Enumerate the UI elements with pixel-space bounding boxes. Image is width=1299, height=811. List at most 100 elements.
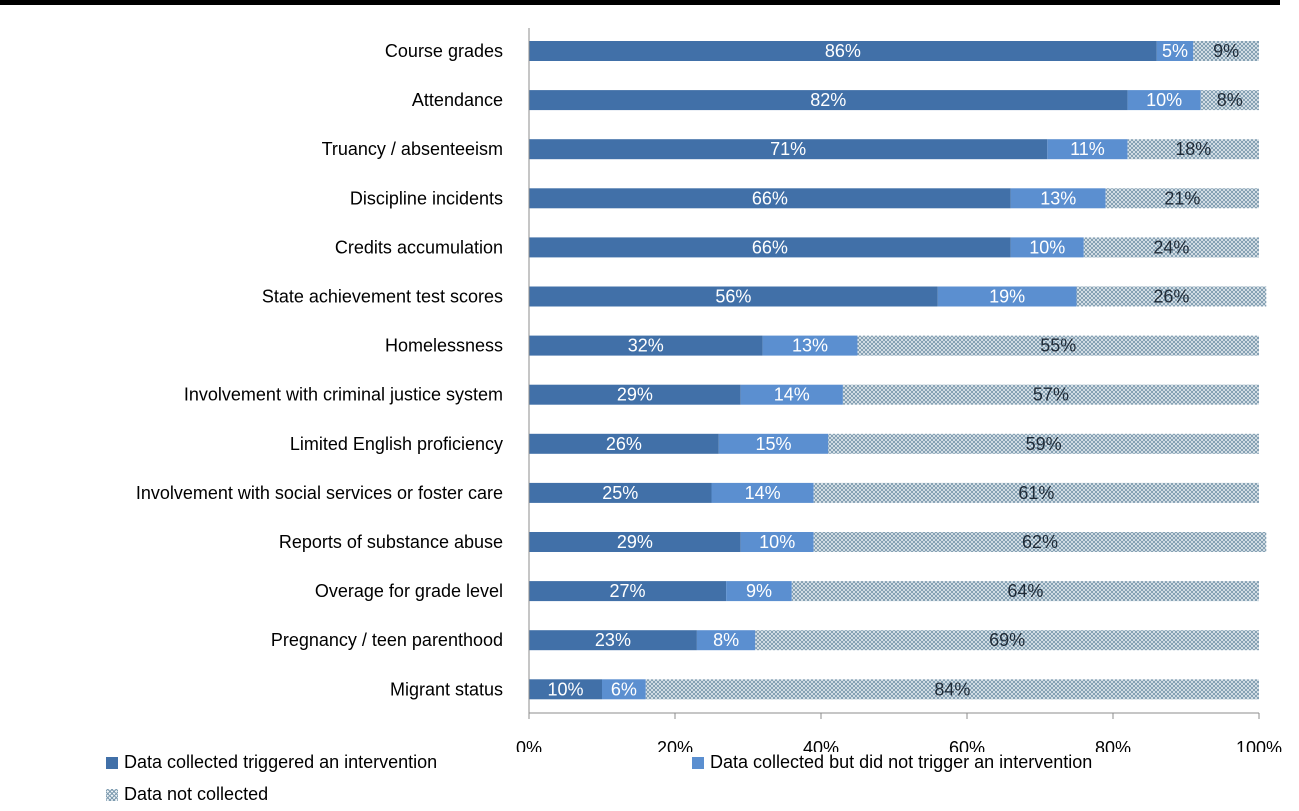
- bar-not-triggered-involvement-with-social-services-or-foster-care: [711, 482, 814, 503]
- bar-not-collected-credits-accumulation: [1083, 237, 1259, 258]
- data-label-triggered-credits-accumulation: 66%: [752, 237, 788, 257]
- data-label-not-collected-truancy-absenteeism: 18%: [1175, 139, 1211, 159]
- bar-triggered-homelessness: [529, 335, 763, 356]
- data-label-not-collected-migrant-status: 84%: [934, 679, 970, 699]
- bar-triggered-overage-for-grade-level: [529, 581, 727, 602]
- bar-triggered-pregnancy-teen-parenthood: [529, 630, 697, 651]
- bar-not-collected-overage-for-grade-level: [791, 581, 1259, 602]
- bar-triggered-attendance: [529, 90, 1128, 111]
- data-label-not-collected-reports-of-substance-abuse: 62%: [1022, 532, 1058, 552]
- data-label-not-collected-discipline-incidents: 21%: [1164, 188, 1200, 208]
- category-label-migrant-status: Migrant status: [390, 679, 503, 699]
- category-label-state-achievement-test-scores: State achievement test scores: [262, 287, 503, 307]
- bar-not-triggered-involvement-with-criminal-justice-system: [740, 384, 843, 405]
- axis-group: 0% 20% 40% 60% 80% 100%: [516, 28, 1282, 752]
- data-label-triggered-homelessness: 32%: [628, 336, 664, 356]
- data-label-not-collected-homelessness: 55%: [1040, 336, 1076, 356]
- bar-not-triggered-attendance: [1127, 90, 1201, 111]
- bar-not-collected-homelessness: [857, 335, 1259, 356]
- category-label-involvement-with-social-services-or-foster-care: Involvement with social services or fost…: [136, 483, 503, 503]
- bar-not-triggered-limited-english-proficiency: [718, 433, 829, 454]
- data-label-not-collected-attendance: 8%: [1217, 90, 1243, 110]
- x-tick-label-3: 60%: [949, 738, 985, 752]
- bar-triggered-limited-english-proficiency: [529, 433, 719, 454]
- data-label-triggered-involvement-with-social-services-or-foster-care: 25%: [602, 483, 638, 503]
- category-label-overage-for-grade-level: Overage for grade level: [315, 581, 503, 601]
- bar-triggered-discipline-incidents: [529, 188, 1011, 209]
- bar-triggered-course-grades: [529, 41, 1157, 61]
- bar-not-collected-discipline-incidents: [1105, 188, 1259, 209]
- x-tick-label-5: 100%: [1236, 738, 1282, 752]
- data-label-triggered-attendance: 82%: [810, 90, 846, 110]
- legend-item-not-collected: Data not collected: [106, 784, 268, 805]
- category-label-discipline-incidents: Discipline incidents: [350, 188, 503, 208]
- bar-triggered-truancy-absenteeism: [529, 139, 1048, 160]
- category-label-credits-accumulation: Credits accumulation: [335, 237, 503, 257]
- legend-item-not-triggered: Data collected but did not trigger an in…: [692, 752, 1092, 773]
- bar-not-triggered-discipline-incidents: [1010, 188, 1106, 209]
- category-label-involvement-with-criminal-justice-system: Involvement with criminal justice system: [184, 385, 503, 405]
- legend-item-triggered: Data collected triggered an intervention: [106, 752, 437, 773]
- data-label-triggered-migrant-status: 10%: [547, 679, 583, 699]
- data-label-not-collected-involvement-with-social-services-or-foster-care: 61%: [1018, 483, 1054, 503]
- data-label-not-collected-limited-english-proficiency: 59%: [1026, 434, 1062, 454]
- data-label-not-triggered-credits-accumulation: 10%: [1029, 237, 1065, 257]
- bar-not-triggered-pregnancy-teen-parenthood: [696, 630, 756, 651]
- bar-not-collected-reports-of-substance-abuse: [813, 532, 1267, 552]
- data-label-not-triggered-discipline-incidents: 13%: [1040, 188, 1076, 208]
- data-label-triggered-reports-of-substance-abuse: 29%: [617, 532, 653, 552]
- data-label-not-collected-state-achievement-test-scores: 26%: [1153, 287, 1189, 307]
- bar-not-collected-limited-english-proficiency: [828, 433, 1259, 454]
- legend-label-not-collected: Data not collected: [124, 784, 269, 804]
- data-label-not-triggered-truancy-absenteeism: 11%: [1070, 139, 1105, 159]
- data-label-not-triggered-involvement-with-criminal-justice-system: 14%: [774, 385, 810, 405]
- x-tick-label-2: 40%: [803, 738, 839, 752]
- data-label-not-triggered-overage-for-grade-level: 9%: [746, 581, 772, 601]
- bar-not-collected-involvement-with-criminal-justice-system: [842, 384, 1259, 405]
- bar-not-collected-state-achievement-test-scores: [1076, 286, 1267, 307]
- bar-not-collected-migrant-status: [645, 679, 1259, 700]
- data-label-triggered-limited-english-proficiency: 26%: [606, 434, 642, 454]
- bar-not-collected-pregnancy-teen-parenthood: [755, 630, 1259, 651]
- data-label-triggered-involvement-with-criminal-justice-system: 29%: [617, 385, 653, 405]
- bar-triggered-state-achievement-test-scores: [529, 286, 938, 307]
- data-label-not-collected-overage-for-grade-level: 64%: [1007, 581, 1043, 601]
- category-label-reports-of-substance-abuse: Reports of substance abuse: [279, 532, 503, 552]
- legend-label-triggered: Data collected triggered an intervention: [124, 752, 438, 772]
- data-label-triggered-overage-for-grade-level: 27%: [610, 581, 646, 601]
- category-label-limited-english-proficiency: Limited English proficiency: [290, 434, 503, 454]
- data-label-not-collected-involvement-with-criminal-justice-system: 57%: [1033, 385, 1069, 405]
- legend-swatch-not-collected: [106, 788, 118, 801]
- bars-group: Course grades 86% 5% 9% Attendance 82% 10% 8% Tr…: [136, 41, 1267, 700]
- bar-not-triggered-reports-of-substance-abuse: [740, 532, 814, 552]
- bar-not-collected-attendance: [1200, 90, 1259, 111]
- data-label-not-triggered-state-achievement-test-scores: 19%: [989, 287, 1025, 307]
- data-label-not-collected-pregnancy-teen-parenthood: 69%: [989, 630, 1025, 650]
- x-tick-label-0: 0%: [516, 738, 542, 752]
- data-label-triggered-truancy-absenteeism: 71%: [770, 139, 806, 159]
- category-label-pregnancy-teen-parenthood: Pregnancy / teen parenthood: [271, 630, 503, 650]
- data-label-not-collected-course-grades: 9%: [1213, 41, 1239, 61]
- data-label-triggered-state-achievement-test-scores: 56%: [715, 287, 751, 307]
- data-label-not-triggered-limited-english-proficiency: 15%: [756, 434, 792, 454]
- data-label-not-triggered-homelessness: 13%: [792, 336, 828, 356]
- category-label-truancy-absenteeism: Truancy / absenteeism: [322, 139, 503, 159]
- data-label-not-triggered-involvement-with-social-services-or-foster-care: 14%: [745, 483, 781, 503]
- stacked-bar-chart: Course grades 86% 5% 9% Attendance 82% 10% 8% Tr…: [136, 28, 1282, 752]
- x-tick-label-4: 80%: [1095, 738, 1131, 752]
- top-border-line: [0, 0, 1280, 5]
- data-label-not-triggered-migrant-status: 6%: [611, 679, 637, 699]
- category-label-attendance: Attendance: [412, 90, 503, 110]
- bar-triggered-credits-accumulation: [529, 237, 1011, 258]
- legend-swatch-triggered: [106, 756, 118, 769]
- category-label-course-grades: Course grades: [385, 41, 503, 61]
- bar-not-triggered-course-grades: [1156, 41, 1194, 61]
- data-label-not-triggered-course-grades: 5%: [1162, 41, 1188, 61]
- data-label-triggered-discipline-incidents: 66%: [752, 188, 788, 208]
- bar-not-collected-truancy-absenteeism: [1127, 139, 1259, 160]
- bar-triggered-involvement-with-social-services-or-foster-care: [529, 482, 712, 503]
- data-label-triggered-course-grades: 86%: [825, 41, 861, 61]
- bar-not-triggered-overage-for-grade-level: [726, 581, 792, 602]
- data-label-triggered-pregnancy-teen-parenthood: 23%: [595, 630, 631, 650]
- category-label-homelessness: Homelessness: [385, 336, 503, 356]
